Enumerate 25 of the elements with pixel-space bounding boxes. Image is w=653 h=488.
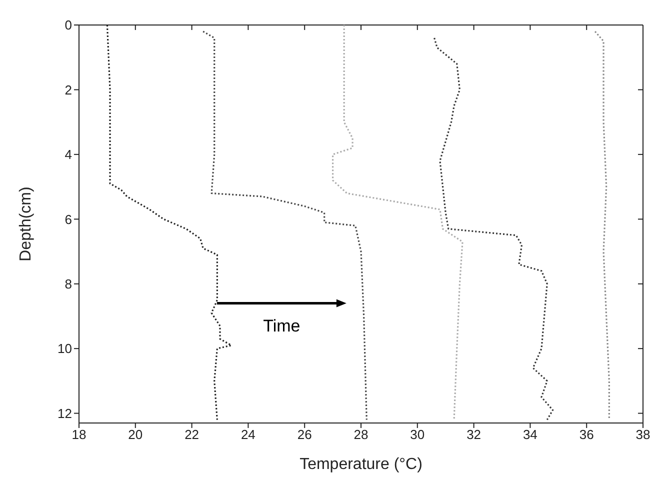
x-tick-label: 22	[184, 427, 200, 442]
line-series	[332, 25, 464, 421]
y-axis-title: Depth(cm)	[18, 186, 35, 262]
x-tick-label: 20	[128, 427, 143, 442]
x-tick-label: 24	[240, 427, 256, 442]
x-tick-label: 18	[72, 427, 86, 442]
line-series	[594, 30, 610, 421]
line-series	[202, 30, 368, 421]
x-tick-label: 36	[579, 427, 594, 442]
x-tick-label: 28	[354, 427, 368, 442]
y-tick-label: 4	[64, 147, 72, 162]
y-tick-label: 12	[58, 406, 72, 421]
y-tick-label: 8	[64, 276, 72, 292]
x-tick-label: 32	[466, 427, 482, 442]
x-tick-label: 26	[297, 427, 312, 442]
y-tick-label: 6	[64, 212, 72, 227]
x-axis-title: Temperature (°C)	[300, 456, 422, 473]
x-tick-label: 38	[636, 427, 650, 442]
x-tick-label: 30	[410, 427, 425, 442]
y-tick-label: 2	[64, 82, 72, 98]
y-tick-label: 10	[58, 341, 72, 356]
line-series	[434, 37, 554, 421]
x-tick-label: 34	[522, 427, 538, 442]
y-tick-label: 0	[64, 18, 72, 33]
annotation: Time	[263, 316, 300, 336]
